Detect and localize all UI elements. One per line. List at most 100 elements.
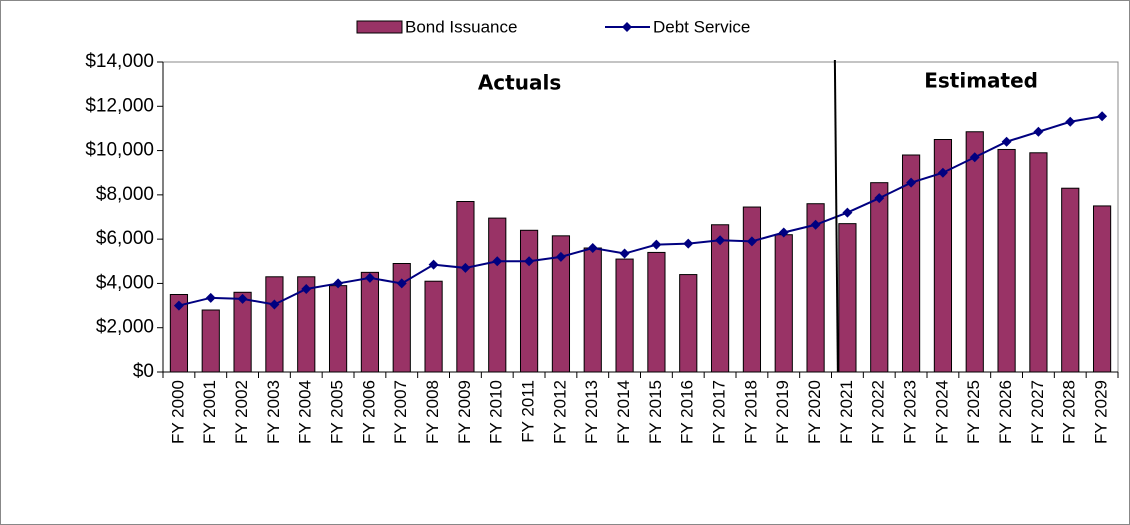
line xyxy=(178,115,1103,307)
x-tick-label: FY 2025 xyxy=(964,380,983,444)
x-tick-label: FY 2027 xyxy=(1028,380,1047,444)
bar xyxy=(647,251,666,373)
x-tick-label: FY 2006 xyxy=(359,380,378,444)
bar xyxy=(392,263,411,373)
bar xyxy=(965,131,984,373)
x-tick-label: FY 2013 xyxy=(582,380,601,444)
bar xyxy=(169,294,189,373)
plot-area xyxy=(162,61,1119,373)
marker xyxy=(810,219,821,230)
marker xyxy=(937,167,948,178)
bar xyxy=(615,258,634,373)
marker xyxy=(555,251,566,262)
marker xyxy=(651,239,662,250)
bar xyxy=(424,280,443,373)
marker xyxy=(524,256,535,267)
x-tick-label: FY 2000 xyxy=(168,380,187,444)
marker xyxy=(1033,126,1044,137)
marker xyxy=(492,256,503,267)
x-tick-label: FY 2028 xyxy=(1060,380,1079,444)
marker xyxy=(874,193,885,204)
bar xyxy=(679,274,698,373)
bar xyxy=(519,229,539,373)
x-tick-label: FY 2005 xyxy=(328,380,347,444)
marker xyxy=(1097,111,1108,122)
x-tick-label: FY 2022 xyxy=(869,380,888,444)
legend-label: Debt Service xyxy=(653,17,750,36)
x-tick-label: FY 2016 xyxy=(678,380,697,444)
marker xyxy=(396,278,407,289)
x-tick-label: FY 2009 xyxy=(455,380,474,444)
marker xyxy=(746,236,757,247)
y-tick-label: $6,000 xyxy=(96,228,154,249)
x-tick-label: FY 2002 xyxy=(232,380,251,444)
x-tick-label: FY 2014 xyxy=(614,380,633,444)
marker xyxy=(969,152,980,163)
bar xyxy=(901,154,921,373)
marker xyxy=(906,177,917,188)
y-tick-label: $2,000 xyxy=(96,317,154,338)
marker xyxy=(237,293,248,304)
marker xyxy=(205,292,216,303)
annotation: Actuals xyxy=(478,71,561,95)
y-tick-label: $14,000 xyxy=(85,51,154,72)
bar xyxy=(551,235,571,373)
marker xyxy=(778,227,789,238)
bar xyxy=(488,217,507,373)
x-tick-label: FY 2029 xyxy=(1092,380,1111,444)
x-tick-label: FY 2018 xyxy=(741,380,760,444)
x-tick-label: FY 2023 xyxy=(901,380,920,444)
y-tick-label: $12,000 xyxy=(85,95,154,116)
bar xyxy=(233,291,252,373)
bar xyxy=(1029,152,1048,373)
y-tick-label: $10,000 xyxy=(85,140,154,161)
marker xyxy=(269,299,280,310)
marker xyxy=(173,300,184,311)
marker xyxy=(715,235,726,246)
bar xyxy=(1092,205,1112,373)
x-tick-label: FY 2001 xyxy=(200,380,219,444)
x-tick-label: FY 2020 xyxy=(805,380,824,444)
marker xyxy=(333,278,344,289)
marker xyxy=(460,262,471,273)
x-tick-label: FY 2024 xyxy=(932,380,951,444)
x-tick-label: FY 2012 xyxy=(550,380,569,444)
bar xyxy=(328,285,348,373)
x-tick-label: FY 2003 xyxy=(264,380,283,444)
divider xyxy=(833,59,839,373)
x-tick-label: FY 2007 xyxy=(391,380,410,444)
marker xyxy=(301,283,312,294)
legend-swatch xyxy=(356,20,403,34)
annotation: Estimated xyxy=(924,69,1038,93)
bar xyxy=(806,203,825,373)
bar xyxy=(774,234,793,373)
marker xyxy=(842,207,853,218)
x-tick-label: FY 2026 xyxy=(996,380,1015,444)
marker xyxy=(683,238,694,249)
marker xyxy=(1065,116,1076,127)
x-tick-label: FY 2017 xyxy=(710,380,729,444)
bar xyxy=(1061,187,1080,373)
bar xyxy=(583,247,602,373)
y-tick-label: $4,000 xyxy=(96,272,154,293)
bar xyxy=(933,139,953,373)
legend-label: Bond Issuance xyxy=(405,17,517,36)
x-tick-label: FY 2004 xyxy=(296,380,315,444)
bar xyxy=(265,276,284,373)
bar xyxy=(710,224,730,373)
x-tick-label: FY 2021 xyxy=(837,380,856,444)
bar xyxy=(870,182,889,373)
bar xyxy=(201,309,220,373)
marker xyxy=(1001,136,1012,147)
y-tick-label: $8,000 xyxy=(96,184,154,205)
x-tick-label: FY 2011 xyxy=(519,380,538,443)
bar xyxy=(742,206,762,373)
bar xyxy=(297,276,316,373)
marker xyxy=(364,272,375,283)
marker xyxy=(428,259,439,270)
x-tick-label: FY 2010 xyxy=(487,380,506,444)
x-tick-label: FY 2008 xyxy=(423,380,442,444)
legend-marker xyxy=(622,22,632,32)
marker xyxy=(619,248,630,259)
